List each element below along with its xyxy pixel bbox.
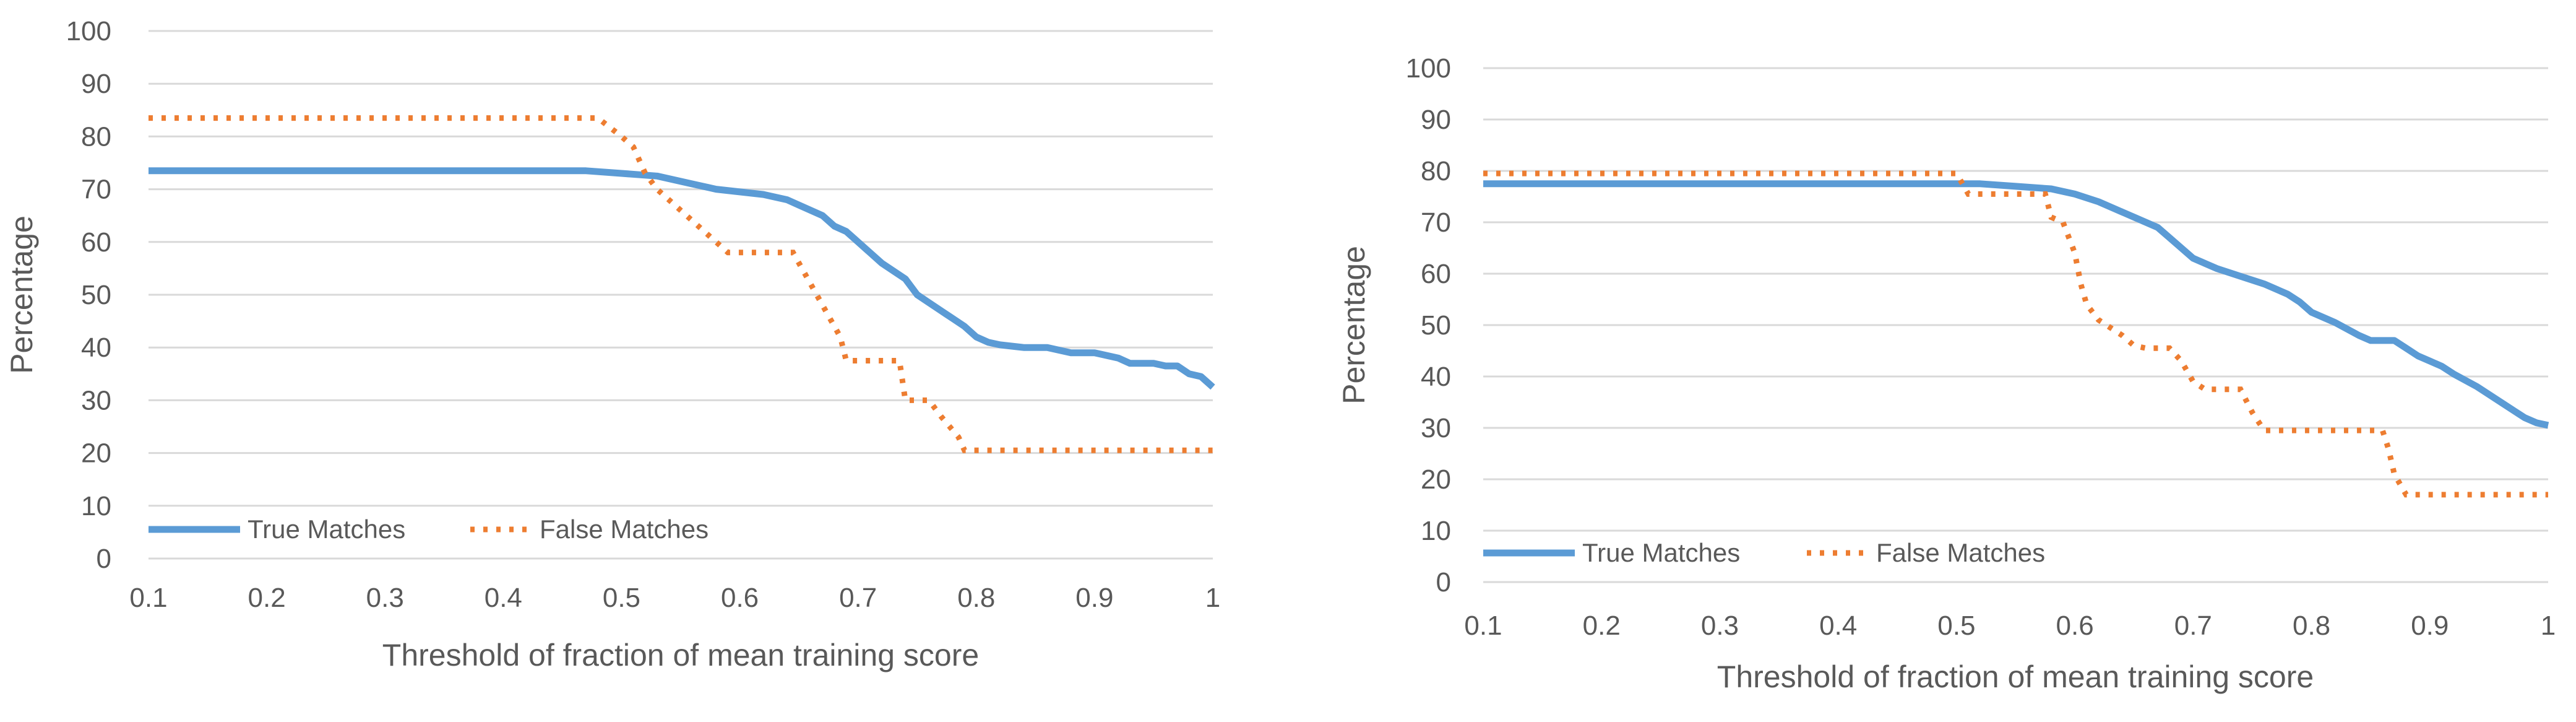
x-tick-label: 1 bbox=[1205, 583, 1220, 613]
y-tick-label: 90 bbox=[1421, 105, 1451, 135]
y-tick-label: 50 bbox=[1421, 310, 1451, 341]
x-tick-label: 0.4 bbox=[1819, 611, 1857, 641]
x-tick-label: 0.8 bbox=[957, 583, 995, 613]
chart-right: 0 10 20 30 40 50 60 70 80 90 100 0.1 0.2 0.3 0.4 0.5 0.6… bbox=[1337, 53, 2556, 694]
x-tick-label: 0.1 bbox=[129, 583, 167, 613]
x-tick-label: 0.7 bbox=[839, 583, 877, 613]
y-tick-label: 60 bbox=[81, 227, 111, 258]
x-tick-label: 0.2 bbox=[248, 583, 286, 613]
x-tick-label: 1 bbox=[2541, 611, 2556, 641]
x-tick-label: 0.7 bbox=[2174, 611, 2212, 641]
legend-label-false-matches: False Matches bbox=[1876, 538, 2045, 567]
y-tick-label: 10 bbox=[81, 491, 111, 521]
y-tick-label: 40 bbox=[1421, 362, 1451, 392]
y-tick-label: 10 bbox=[1421, 516, 1451, 546]
x-tick-label: 0.4 bbox=[485, 583, 522, 613]
y-tick-label: 70 bbox=[81, 175, 111, 205]
x-tick-label: 0.9 bbox=[2411, 611, 2449, 641]
y-tick-label: 20 bbox=[81, 438, 111, 469]
x-tick-label: 0.9 bbox=[1075, 583, 1113, 613]
y-tick-label: 0 bbox=[1436, 567, 1451, 598]
y-tick-label: 100 bbox=[66, 16, 111, 46]
series-line-true-matches bbox=[149, 167, 1215, 390]
x-tick-label: 0.6 bbox=[2056, 611, 2094, 641]
y-tick-label: 80 bbox=[81, 121, 111, 152]
y-tick-label: 0 bbox=[97, 544, 111, 574]
y-tick-label: 50 bbox=[81, 280, 111, 310]
x-tick-label: 0.3 bbox=[1701, 611, 1739, 641]
y-tick-label: 60 bbox=[1421, 259, 1451, 289]
y-axis-title: Percentage bbox=[4, 215, 39, 374]
y-tick-label: 70 bbox=[1421, 207, 1451, 238]
chart-left: 0 10 20 30 40 50 60 70 80 90 100 0.1 0.2 0.3 0.4 0.5 0.6… bbox=[4, 16, 1220, 672]
series-line-true-matches bbox=[1483, 180, 2549, 429]
y-axis-title: Percentage bbox=[1337, 246, 1371, 404]
series-line-false-matches bbox=[1483, 170, 2548, 498]
y-tick-label: 100 bbox=[1406, 53, 1451, 84]
y-tick-label: 20 bbox=[1421, 464, 1451, 495]
y-tick-label: 90 bbox=[81, 69, 111, 99]
x-axis-title: Threshold of fraction of mean training s… bbox=[382, 638, 979, 672]
x-tick-label: 0.5 bbox=[603, 583, 640, 613]
legend-label-false-matches: False Matches bbox=[540, 515, 709, 544]
y-tick-label: 30 bbox=[81, 385, 111, 415]
x-tick-label: 0.5 bbox=[1937, 611, 1975, 641]
x-tick-label: 0.8 bbox=[2293, 611, 2330, 641]
x-tick-label: 0.2 bbox=[1583, 611, 1621, 641]
legend-label-true-matches: True Matches bbox=[1582, 538, 1740, 567]
y-tick-label: 30 bbox=[1421, 413, 1451, 443]
x-tick-label: 0.6 bbox=[721, 583, 759, 613]
y-tick-label: 80 bbox=[1421, 156, 1451, 186]
x-tick-label: 0.1 bbox=[1464, 611, 1502, 641]
x-axis-title: Threshold of fraction of mean training s… bbox=[1717, 659, 2314, 694]
x-tick-label: 0.3 bbox=[366, 583, 404, 613]
series-line-false-matches bbox=[149, 115, 1213, 453]
y-tick-label: 40 bbox=[81, 333, 111, 363]
legend-label-true-matches: True Matches bbox=[248, 515, 405, 544]
